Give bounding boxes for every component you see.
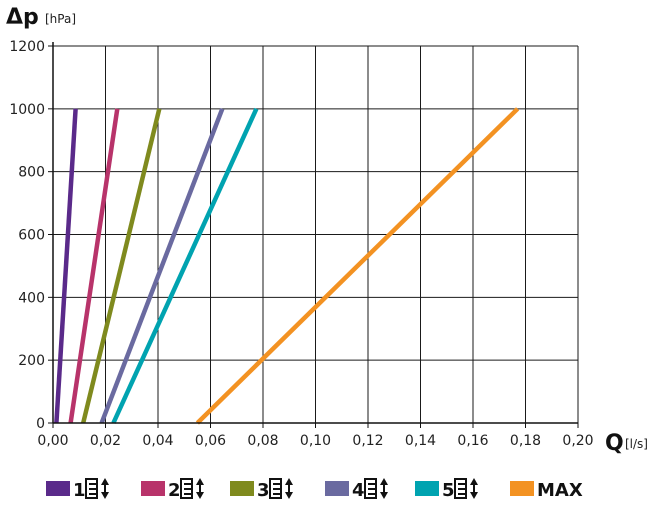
legend-swatch <box>510 481 534 496</box>
arrow-down <box>196 492 204 499</box>
series-lines <box>54 107 520 425</box>
x-tick-label: 0,14 <box>405 433 436 449</box>
x-tick-label: 0,08 <box>247 433 278 449</box>
legend-label: 5 <box>442 480 455 501</box>
x-tick-label: 0,06 <box>195 433 226 449</box>
drawer-updown-icon <box>364 478 388 499</box>
legend-swatch <box>230 481 254 496</box>
legend-swatch <box>141 481 165 496</box>
drawer-updown-icon <box>269 478 293 499</box>
axes <box>48 42 579 428</box>
x-tick-label: 0,02 <box>90 433 121 449</box>
arrow-up <box>101 478 109 485</box>
x-tick-label: 0,04 <box>142 433 173 449</box>
legend-item-3: 3 <box>230 478 293 501</box>
drawer-updown-icon <box>85 478 109 499</box>
series-line-5 <box>111 107 259 424</box>
legend-item-1: 1 <box>46 478 109 501</box>
x-tick-label: 0,10 <box>300 433 331 449</box>
legend-swatch <box>415 481 439 496</box>
drawer-updown-icon <box>454 478 478 499</box>
arrow-up <box>380 478 388 485</box>
series-line-max <box>195 107 520 425</box>
y-axis-unit: [hPa] <box>45 12 76 26</box>
legend-label: 2 <box>168 480 181 501</box>
arrow-up <box>285 478 293 485</box>
arrow-up <box>470 478 478 485</box>
legend-item-2: 2 <box>141 478 204 501</box>
legend-label: 4 <box>352 480 365 501</box>
legend-item-max: MAX <box>510 480 583 501</box>
x-axis-unit: [l/s] <box>625 437 648 451</box>
legend-item-4: 4 <box>325 478 388 501</box>
series-line-3 <box>81 108 162 424</box>
y-tick-label: 1200 <box>9 39 45 55</box>
arrow-down <box>285 492 293 499</box>
x-tick-label: 0,00 <box>37 433 68 449</box>
legend-swatch <box>46 481 70 496</box>
legend-label: 1 <box>73 480 86 501</box>
y-tick-label: 1000 <box>9 102 45 118</box>
drawer-updown-icon <box>180 478 204 499</box>
legend-label: MAX <box>537 480 583 501</box>
legend-item-5: 5 <box>415 478 478 501</box>
series-line-1 <box>54 108 78 424</box>
legend: 1 2 3 4 5 MAX <box>46 478 583 501</box>
arrow-down <box>380 492 388 499</box>
x-tick-label: 0,18 <box>510 433 541 449</box>
grid <box>53 45 579 423</box>
y-tick-label: 600 <box>18 228 45 244</box>
y-tick-label: 800 <box>18 165 45 181</box>
x-tick-label: 0,16 <box>457 433 488 449</box>
y-tick-label: 200 <box>18 353 45 369</box>
legend-label: 3 <box>257 480 270 501</box>
y-tick-label: 400 <box>18 290 45 306</box>
y-tick-label: 0 <box>36 416 45 432</box>
x-axis-label: Q <box>605 431 624 456</box>
y-axis-label: Δp <box>6 5 39 30</box>
arrow-down <box>470 492 478 499</box>
series-line-2 <box>68 108 120 424</box>
x-tick-label: 0,12 <box>352 433 383 449</box>
tick-labels: 0 200 400 600 800 1000 1200 0,00 0,02 0,04 0,06 0,0… <box>9 39 593 449</box>
legend-swatch <box>325 481 349 496</box>
series-line-4 <box>99 107 225 424</box>
x-tick-label: 0,20 <box>562 433 593 449</box>
arrow-down <box>101 492 109 499</box>
arrow-up <box>196 478 204 485</box>
